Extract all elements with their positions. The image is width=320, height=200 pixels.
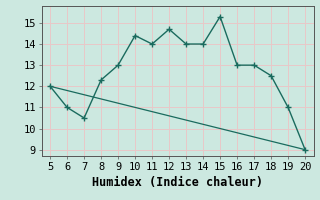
X-axis label: Humidex (Indice chaleur): Humidex (Indice chaleur) xyxy=(92,176,263,189)
